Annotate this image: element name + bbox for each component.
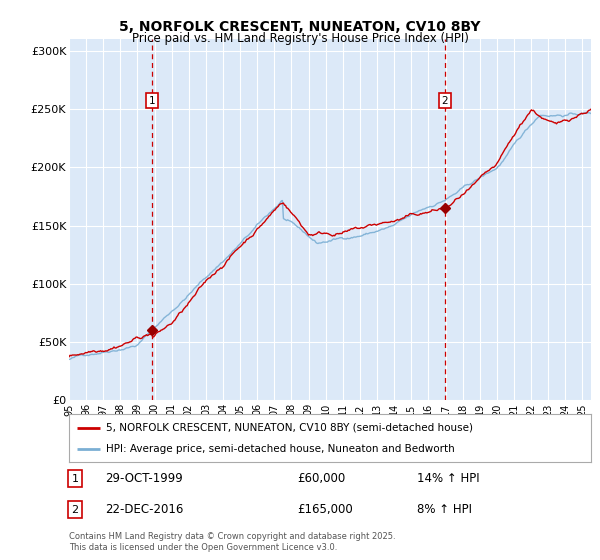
Text: 14% ↑ HPI: 14% ↑ HPI xyxy=(417,472,479,486)
Text: 2: 2 xyxy=(442,96,448,106)
Text: HPI: Average price, semi-detached house, Nuneaton and Bedworth: HPI: Average price, semi-detached house,… xyxy=(106,444,454,454)
Text: £165,000: £165,000 xyxy=(297,503,353,516)
Text: 1: 1 xyxy=(71,474,79,484)
Text: 2: 2 xyxy=(71,505,79,515)
Text: 8% ↑ HPI: 8% ↑ HPI xyxy=(417,503,472,516)
Text: Price paid vs. HM Land Registry's House Price Index (HPI): Price paid vs. HM Land Registry's House … xyxy=(131,32,469,45)
Text: Contains HM Land Registry data © Crown copyright and database right 2025.
This d: Contains HM Land Registry data © Crown c… xyxy=(69,532,395,552)
Text: £60,000: £60,000 xyxy=(297,472,345,486)
Text: 29-OCT-1999: 29-OCT-1999 xyxy=(105,472,183,486)
Text: 5, NORFOLK CRESCENT, NUNEATON, CV10 8BY: 5, NORFOLK CRESCENT, NUNEATON, CV10 8BY xyxy=(119,20,481,34)
Text: 5, NORFOLK CRESCENT, NUNEATON, CV10 8BY (semi-detached house): 5, NORFOLK CRESCENT, NUNEATON, CV10 8BY … xyxy=(106,423,473,433)
Text: 22-DEC-2016: 22-DEC-2016 xyxy=(105,503,184,516)
Text: 1: 1 xyxy=(148,96,155,106)
